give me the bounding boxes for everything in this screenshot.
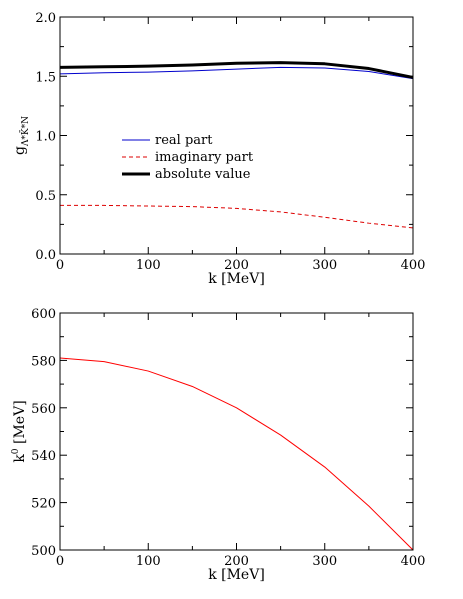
bottom-axis-ticks: 0 100 200 300 400 500 520 540 560 580 600: [31, 307, 425, 569]
bottom-x-tick-label: 100: [136, 554, 161, 569]
bottom-x-axis-label: k [MeV]: [208, 567, 265, 583]
top-panel: 0 100 200 300 400 0.0 0.5 1.0 1.5 2.0 real part im…: [12, 11, 425, 287]
top-series-absolute-value: [59, 61, 414, 79]
top-series-imaginary-part: [60, 204, 414, 229]
top-axis-ticks: 0 100 200 300 400 0.0 0.5 1.0 1.5 2.0: [35, 11, 425, 273]
bottom-x-tick-label: 400: [401, 554, 426, 569]
top-y-tick-label: 0.5: [35, 189, 56, 204]
top-y-axis-label: gΛ*K̄*N: [12, 116, 31, 155]
top-plot-frame: [59, 16, 414, 255]
bottom-y-label-unit: [MeV]: [12, 400, 28, 448]
bottom-plot-marks: [59, 357, 414, 551]
bottom-y-label-base: k: [12, 454, 28, 463]
top-x-tick-label: 400: [401, 258, 426, 273]
legend-label-absolute-value: absolute value: [155, 167, 251, 182]
bottom-plot-frame: [59, 312, 414, 551]
bottom-series-curve: [59, 357, 414, 551]
bottom-y-tick-label: 540: [31, 449, 56, 464]
bottom-y-tick-label: 500: [31, 544, 56, 559]
bottom-y-label-superscript: 0: [11, 448, 21, 454]
top-legend: real part imaginary part absolute value: [122, 133, 254, 182]
bottom-y-tick-label: 520: [31, 497, 56, 512]
top-x-tick-label: 200: [224, 258, 249, 273]
bottom-y-axis-label: k0 [MeV]: [11, 400, 28, 462]
top-plot-marks: [59, 61, 414, 229]
top-y-tick-label: 1.0: [35, 130, 56, 145]
top-series-real-part: [59, 66, 414, 80]
bottom-x-tick-label: 0: [56, 554, 64, 569]
top-x-tick-label: 0: [56, 258, 64, 273]
top-x-axis-label: k [MeV]: [208, 271, 265, 287]
top-y-tick-label: 2.0: [35, 11, 56, 26]
bottom-x-tick-label: 300: [312, 554, 337, 569]
top-y-label-base: g: [12, 146, 28, 155]
top-x-tick-label: 100: [136, 258, 161, 273]
top-y-tick-label: 0.0: [35, 248, 56, 263]
bottom-y-tick-label: 600: [31, 307, 56, 322]
legend-label-real-part: real part: [155, 133, 213, 148]
bottom-x-tick-label: 200: [224, 554, 249, 569]
bottom-y-tick-label: 580: [31, 354, 56, 369]
top-y-tick-label: 1.5: [35, 70, 56, 85]
top-x-tick-label: 300: [312, 258, 337, 273]
legend-label-imaginary-part: imaginary part: [155, 150, 254, 165]
bottom-y-tick-label: 560: [31, 402, 56, 417]
top-y-label-subscript: Λ*K̄*N: [19, 116, 31, 147]
